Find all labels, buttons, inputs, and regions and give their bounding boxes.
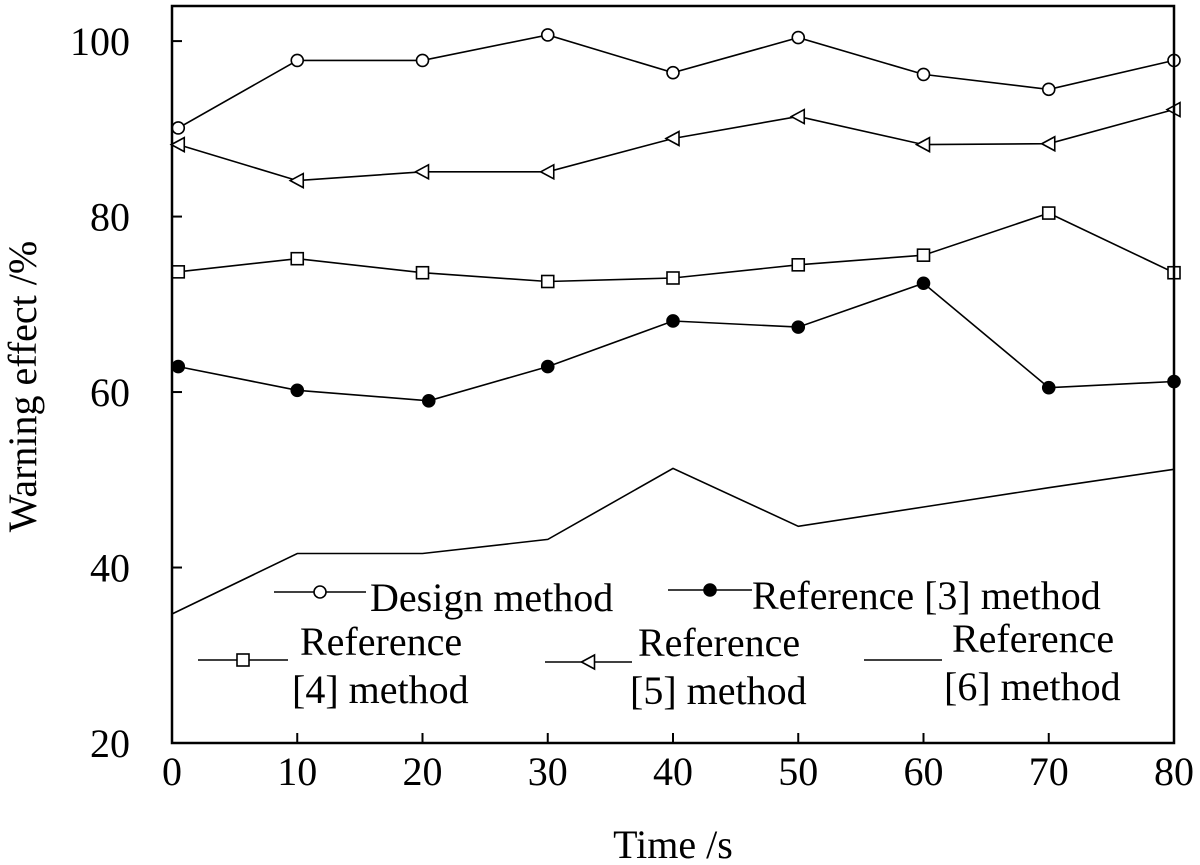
data-point: [791, 258, 806, 272]
data-point: [421, 394, 436, 408]
x-tick-label: 0: [162, 749, 182, 794]
data-point: [1041, 206, 1056, 220]
data-point: [171, 359, 186, 374]
legend-label: [4] method: [292, 667, 469, 712]
series-line: [178, 108, 1175, 182]
y-tick-label: 80: [90, 195, 130, 240]
data-point: [413, 163, 430, 181]
y-tick-label: 20: [90, 721, 130, 766]
legend-entry-5: Reference[6] method: [864, 616, 1121, 709]
x-tick-label: 50: [778, 749, 818, 794]
legend-entry-4: Reference[5] method: [545, 620, 807, 713]
legend-label: [5] method: [630, 668, 807, 713]
data-point: [1041, 380, 1056, 395]
data-point: [916, 276, 931, 291]
data-point: [1041, 82, 1056, 97]
legend-label: Reference: [952, 616, 1114, 661]
series-2: [171, 276, 1181, 408]
x-axis-title: Time /s: [613, 822, 733, 865]
data-point: [666, 314, 680, 328]
data-point: [666, 65, 680, 80]
data-point: [791, 320, 806, 334]
data-point: [664, 130, 680, 147]
x-tick-label: 30: [528, 749, 568, 794]
data-point: [171, 265, 186, 279]
data-point: [914, 136, 931, 153]
series-line: [177, 34, 1175, 129]
data-point: [539, 163, 555, 181]
x-tick-label: 40: [653, 749, 693, 794]
y-tick-label: 100: [70, 19, 130, 64]
x-tick-label: 20: [403, 749, 443, 794]
data-point: [916, 248, 931, 262]
series-3: [171, 206, 1181, 289]
x-tick-label: 80: [1154, 749, 1194, 794]
data-point: [415, 53, 430, 68]
data-point: [540, 274, 555, 289]
legend-label: Reference [3] method: [752, 573, 1101, 618]
y-tick-label: 40: [90, 546, 130, 591]
data-point: [290, 383, 305, 398]
data-point: [540, 28, 555, 42]
series-1: [171, 28, 1181, 135]
data-point: [666, 271, 680, 285]
y-tick-label: 60: [90, 370, 130, 415]
legend-marker: [579, 653, 596, 671]
data-point: [290, 251, 305, 266]
legend-label: Reference: [300, 619, 462, 664]
legend-marker: [313, 585, 327, 599]
legend-label: [6] method: [944, 664, 1121, 709]
series-line: [171, 467, 1175, 615]
data-point: [791, 30, 806, 45]
x-tick-label: 10: [277, 749, 317, 794]
data-point: [288, 172, 305, 189]
data-point: [171, 121, 186, 135]
data-point: [916, 67, 931, 82]
legend-entry-1: Design method: [274, 575, 613, 620]
data-point: [1040, 135, 1056, 153]
legend-entry-3: Reference[4] method: [198, 619, 469, 712]
x-tick-label: 60: [904, 749, 944, 794]
legend-entry-2: Reference [3] method: [668, 573, 1101, 618]
data-point: [789, 108, 806, 125]
legend-label: Design method: [370, 575, 613, 620]
x-tick-label: 70: [1029, 749, 1069, 794]
legend-marker: [236, 653, 250, 667]
series-4: [169, 101, 1181, 189]
series-line: [178, 282, 1175, 402]
legend: Design method Reference [3] methodReferen…: [198, 573, 1121, 713]
series-5: [171, 467, 1175, 615]
axis-ticks: 0 10 20 30 40 50 60 70 80 20 40 60 80 100: [70, 19, 1194, 794]
legend-marker: [703, 583, 717, 597]
data-point: [540, 359, 555, 374]
data-point: [415, 265, 430, 280]
data-point: [169, 136, 186, 153]
series-layer: [169, 28, 1181, 615]
y-axis-title: Warning effect /%: [0, 241, 45, 532]
data-point: [290, 53, 305, 68]
legend-label: Reference: [638, 620, 800, 665]
